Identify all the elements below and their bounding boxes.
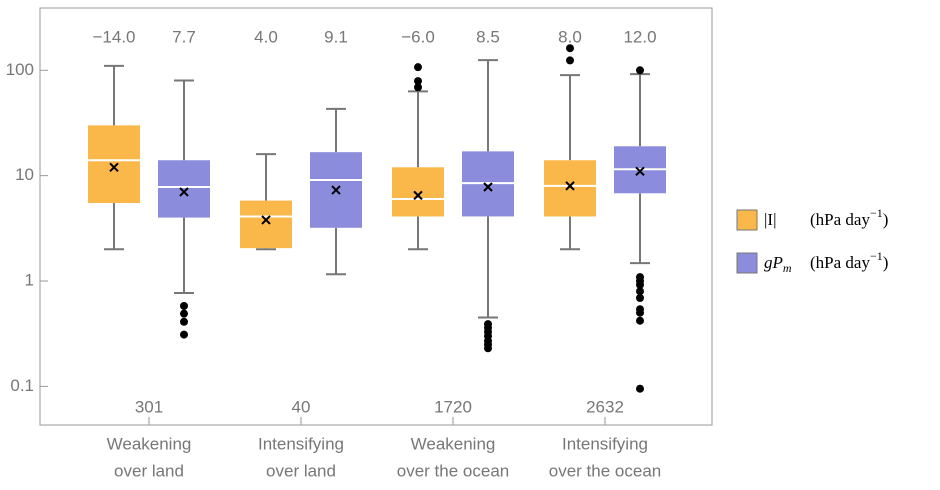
outlier bbox=[180, 309, 188, 318]
outlier bbox=[636, 316, 644, 325]
mean-marker bbox=[179, 187, 189, 197]
y-tick-label: 10 bbox=[15, 165, 34, 184]
legend-unit-sup: −1 bbox=[870, 206, 883, 220]
x-tick-label: Intensifying bbox=[562, 434, 648, 453]
top-label: −6.0 bbox=[401, 27, 435, 46]
outlier bbox=[414, 63, 422, 72]
mean-marker bbox=[261, 215, 271, 225]
y-tick-label: 100 bbox=[6, 60, 34, 79]
x-tick-label: over the ocean bbox=[397, 461, 509, 480]
mean-marker bbox=[331, 185, 341, 195]
outlier bbox=[484, 344, 492, 353]
top-label: 12.0 bbox=[623, 27, 656, 46]
legend-unit: (hPa day bbox=[810, 253, 870, 272]
count-label: 40 bbox=[292, 397, 311, 416]
x-tick-label: Weakening bbox=[411, 434, 496, 453]
legend-name: gP bbox=[764, 253, 783, 272]
legend-unit: (hPa day bbox=[810, 210, 870, 229]
outlier bbox=[636, 384, 644, 393]
mean-marker bbox=[413, 190, 423, 201]
plot-frame bbox=[39, 7, 713, 426]
outlier bbox=[414, 83, 422, 92]
top-label: 9.1 bbox=[324, 27, 348, 46]
outlier bbox=[566, 56, 574, 65]
box bbox=[392, 167, 444, 217]
outlier bbox=[180, 330, 188, 339]
outlier bbox=[414, 77, 422, 86]
box bbox=[158, 160, 210, 218]
x-tick-label: over land bbox=[266, 461, 336, 480]
top-label: 8.5 bbox=[476, 27, 500, 46]
outlier bbox=[636, 66, 644, 75]
mean-marker bbox=[565, 181, 575, 191]
outlier bbox=[636, 308, 644, 317]
outlier bbox=[180, 301, 188, 310]
x-tick-label: over the ocean bbox=[549, 461, 661, 480]
y-tick-label: 0.1 bbox=[10, 376, 34, 395]
top-label: −14.0 bbox=[92, 27, 135, 46]
legend-name-sub: m bbox=[783, 261, 792, 275]
mean-marker bbox=[109, 162, 119, 173]
legend-entry: |I| (hPa day−1) bbox=[764, 206, 888, 229]
outlier bbox=[636, 287, 644, 296]
legend-unit-sup: −1 bbox=[870, 249, 883, 263]
x-tick-label: Intensifying bbox=[258, 434, 344, 453]
legend-name: |I| bbox=[764, 210, 776, 229]
box bbox=[240, 200, 292, 249]
x-tick-label: Weakening bbox=[107, 434, 192, 453]
mean-marker bbox=[483, 182, 493, 192]
outlier bbox=[636, 293, 644, 302]
count-label: 2632 bbox=[586, 397, 624, 416]
legend-swatch bbox=[736, 252, 758, 274]
legend-swatch bbox=[736, 209, 758, 231]
box bbox=[544, 160, 596, 217]
mean-marker bbox=[635, 166, 645, 176]
top-label: 7.7 bbox=[172, 27, 196, 46]
count-label: 1720 bbox=[434, 397, 472, 416]
box bbox=[88, 125, 140, 204]
y-tick-label: 1 bbox=[25, 270, 34, 289]
top-label: 8.0 bbox=[558, 27, 582, 46]
outlier bbox=[566, 44, 574, 53]
outlier bbox=[180, 317, 188, 326]
count-label: 301 bbox=[135, 397, 163, 416]
legend-entry: gPm (hPa day−1) bbox=[764, 249, 888, 275]
outlier bbox=[636, 280, 644, 289]
x-tick-label: over land bbox=[114, 461, 184, 480]
top-label: 4.0 bbox=[254, 27, 278, 46]
